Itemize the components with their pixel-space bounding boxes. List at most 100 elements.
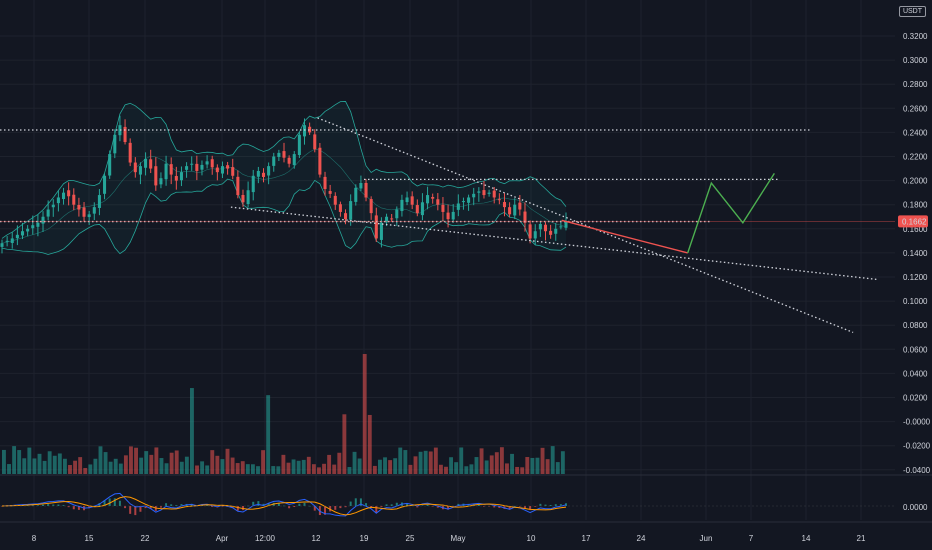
candle-body bbox=[97, 195, 101, 208]
currency-badge[interactable]: USDT bbox=[898, 6, 926, 17]
volume-bar bbox=[266, 395, 271, 474]
macd-histogram-bar bbox=[77, 506, 80, 510]
candle-body bbox=[231, 167, 235, 176]
macd-histogram-bar bbox=[303, 502, 306, 506]
x-tick-label: 21 bbox=[857, 534, 866, 543]
candle-body bbox=[210, 159, 214, 168]
volume-bar bbox=[37, 453, 42, 474]
candle-body bbox=[564, 221, 568, 228]
volume-bar bbox=[73, 460, 78, 474]
volume-bar bbox=[2, 449, 6, 474]
candle-body bbox=[154, 166, 158, 186]
candle-body bbox=[15, 234, 19, 239]
macd-histogram-bar bbox=[113, 498, 116, 506]
macd-histogram-bar bbox=[380, 506, 383, 508]
candle-body bbox=[246, 190, 250, 205]
candle-body bbox=[302, 125, 307, 137]
macd-histogram-bar bbox=[236, 506, 239, 511]
candle-body bbox=[415, 205, 419, 214]
macd-histogram-bar bbox=[503, 506, 506, 509]
volume-bar bbox=[449, 457, 454, 474]
macd-histogram-bar bbox=[508, 506, 511, 510]
volume-bar bbox=[362, 354, 367, 474]
candle-body bbox=[67, 190, 71, 197]
macd-histogram-bar bbox=[344, 506, 347, 508]
macd-histogram-bar bbox=[544, 504, 547, 506]
lower-falling-trendline bbox=[230, 206, 877, 281]
volume-bar bbox=[7, 464, 11, 474]
time-axis[interactable]: 8 15 22 Apr 12:00 12 19 25 May 10 17 24 Jun 7 14 21 bbox=[32, 534, 866, 543]
macd-histogram-bar bbox=[406, 503, 409, 506]
candle-body bbox=[113, 134, 117, 154]
volume-bar bbox=[413, 456, 418, 474]
volume-bar bbox=[510, 453, 514, 474]
candle-body bbox=[195, 163, 199, 171]
macd-histogram-bar bbox=[288, 506, 291, 509]
volume-bar bbox=[205, 465, 210, 474]
candle-body bbox=[220, 166, 224, 174]
macd-histogram-bar bbox=[395, 502, 398, 506]
candle-body bbox=[369, 199, 373, 214]
band-fill bbox=[2, 101, 566, 255]
candle-body bbox=[159, 178, 163, 185]
candle-body bbox=[282, 151, 286, 158]
candle-body bbox=[144, 158, 148, 168]
candle-body bbox=[333, 195, 337, 205]
macd-histogram-bar bbox=[42, 504, 45, 506]
volume-bar bbox=[27, 447, 32, 474]
lower-band-line bbox=[1, 178, 567, 255]
macd-histogram-bar bbox=[47, 504, 50, 506]
macd-histogram-bar bbox=[518, 506, 521, 507]
candle-body bbox=[364, 182, 368, 198]
candle-body bbox=[374, 215, 378, 239]
macd-histogram-bar bbox=[426, 504, 429, 506]
volume-bar bbox=[444, 466, 448, 474]
signal-line bbox=[1, 496, 567, 516]
volume-bar bbox=[62, 458, 67, 474]
volume-bar bbox=[367, 414, 372, 474]
candle-body bbox=[461, 201, 465, 203]
volume-bar bbox=[479, 448, 484, 474]
candle-body bbox=[431, 197, 435, 199]
candle-body bbox=[236, 176, 240, 196]
candle-body bbox=[477, 191, 481, 193]
candle-body bbox=[169, 164, 173, 175]
volume-bar bbox=[129, 446, 133, 474]
volume-bar bbox=[250, 464, 255, 474]
upper-band-line bbox=[1, 101, 567, 239]
macd-histogram-bar bbox=[180, 504, 183, 506]
macd-histogram-bar bbox=[293, 506, 296, 508]
volume-bar bbox=[484, 460, 489, 474]
volume-bar bbox=[184, 456, 189, 474]
candle-body bbox=[323, 176, 327, 190]
x-tick-label: Apr bbox=[216, 534, 229, 543]
candle-body bbox=[128, 142, 132, 163]
candle-body bbox=[446, 212, 450, 220]
volume-bar bbox=[220, 459, 225, 474]
macd-histogram-bar bbox=[329, 506, 332, 512]
candle-body bbox=[149, 159, 153, 169]
volume-bar bbox=[398, 447, 403, 474]
candle-body bbox=[538, 223, 542, 230]
price-axis[interactable]: 0.3200 0.3000 0.2800 0.2600 0.2400 0.2200 0.20… bbox=[903, 32, 931, 512]
volume-bar bbox=[332, 464, 337, 474]
candle-body bbox=[82, 207, 86, 217]
macd-histogram-bar bbox=[31, 505, 34, 506]
candle-body bbox=[226, 165, 230, 169]
volume-bar bbox=[515, 466, 520, 474]
trendlines bbox=[230, 117, 877, 334]
macd-histogram-bar bbox=[554, 504, 557, 506]
macd-histogram-bar bbox=[200, 505, 203, 506]
candle-body bbox=[441, 204, 445, 212]
volume-bar bbox=[256, 466, 260, 474]
macd-histogram-bar bbox=[252, 501, 255, 506]
macd-histogram-bar bbox=[262, 503, 265, 506]
macd-histogram-bar bbox=[447, 506, 450, 510]
volume-bar bbox=[378, 459, 382, 474]
macd-histogram-bar bbox=[513, 505, 516, 507]
macd-histogram-bar bbox=[190, 503, 193, 506]
candle-body bbox=[508, 207, 512, 215]
candle-body bbox=[267, 166, 271, 176]
volume-bar bbox=[42, 460, 47, 474]
